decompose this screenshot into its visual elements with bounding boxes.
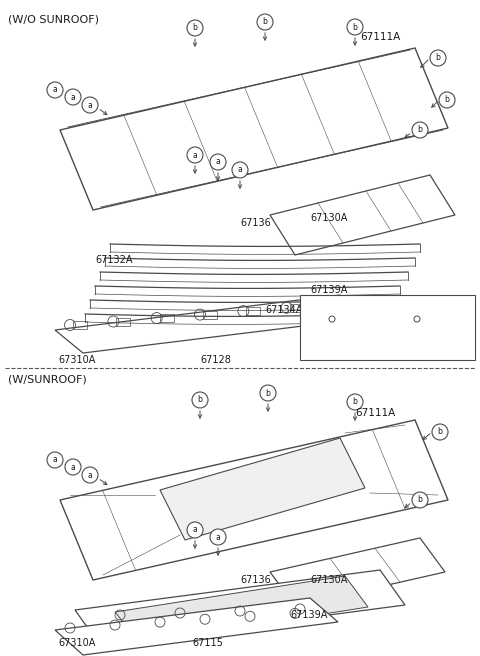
Text: 67130A: 67130A	[310, 213, 348, 223]
Text: 67130A: 67130A	[310, 575, 348, 585]
Text: 67136: 67136	[240, 575, 271, 585]
Bar	[160, 314, 174, 322]
Text: b: b	[403, 302, 408, 312]
Text: b: b	[192, 24, 197, 33]
Text: a: a	[192, 525, 197, 535]
Circle shape	[432, 424, 448, 440]
Text: 67113A: 67113A	[330, 303, 367, 313]
Text: a: a	[192, 150, 197, 159]
Text: b: b	[198, 396, 203, 405]
Bar	[203, 310, 217, 319]
Circle shape	[347, 19, 363, 35]
Text: 67139A: 67139A	[290, 610, 327, 620]
Circle shape	[65, 89, 81, 105]
Bar	[116, 318, 131, 325]
Circle shape	[82, 97, 98, 113]
Text: a: a	[238, 165, 242, 174]
Circle shape	[260, 385, 276, 401]
Circle shape	[414, 316, 420, 322]
Text: b: b	[418, 495, 422, 504]
Circle shape	[47, 82, 63, 98]
Text: b: b	[353, 22, 358, 31]
Circle shape	[310, 299, 326, 315]
Polygon shape	[55, 598, 338, 655]
Polygon shape	[160, 438, 365, 540]
Text: 67136: 67136	[240, 218, 271, 228]
Circle shape	[439, 92, 455, 108]
Text: b: b	[353, 398, 358, 407]
Circle shape	[82, 467, 98, 483]
Text: b: b	[418, 125, 422, 134]
Text: a: a	[71, 92, 75, 102]
Polygon shape	[312, 333, 350, 347]
Text: a: a	[53, 455, 58, 464]
Polygon shape	[55, 295, 368, 353]
FancyBboxPatch shape	[300, 295, 475, 360]
Circle shape	[329, 316, 335, 322]
Text: 67111A: 67111A	[360, 32, 400, 42]
Text: b: b	[444, 96, 449, 104]
Polygon shape	[60, 48, 448, 210]
Text: a: a	[216, 157, 220, 167]
Text: 67111A: 67111A	[355, 408, 395, 418]
Bar	[246, 307, 260, 315]
Circle shape	[187, 522, 203, 538]
Circle shape	[232, 162, 248, 178]
Circle shape	[412, 492, 428, 508]
Text: (W/O SUNROOF): (W/O SUNROOF)	[8, 14, 99, 24]
Text: (W/SUNROOF): (W/SUNROOF)	[8, 374, 87, 384]
Circle shape	[257, 14, 273, 30]
Text: 67128: 67128	[200, 355, 231, 365]
Text: 67117A: 67117A	[417, 303, 455, 313]
Text: 67310A: 67310A	[58, 638, 96, 648]
Circle shape	[412, 122, 428, 138]
Circle shape	[430, 50, 446, 66]
Text: b: b	[435, 54, 441, 62]
Text: a: a	[216, 533, 220, 541]
Text: 67310A: 67310A	[58, 355, 96, 365]
Circle shape	[65, 459, 81, 475]
Polygon shape	[270, 175, 455, 255]
Circle shape	[192, 392, 208, 408]
Polygon shape	[60, 420, 448, 580]
Circle shape	[397, 299, 413, 315]
Circle shape	[47, 452, 63, 468]
Bar	[73, 321, 87, 329]
Text: a: a	[71, 462, 75, 472]
Polygon shape	[75, 570, 405, 645]
Text: 67115: 67115	[192, 638, 223, 648]
Text: b: b	[265, 388, 270, 398]
Text: a: a	[88, 470, 92, 480]
Polygon shape	[270, 538, 445, 606]
Polygon shape	[397, 333, 435, 347]
Text: a: a	[88, 100, 92, 110]
Text: 67132A: 67132A	[95, 255, 132, 265]
Text: a: a	[53, 85, 58, 94]
Circle shape	[210, 529, 226, 545]
Text: b: b	[263, 18, 267, 26]
Text: 67134A: 67134A	[265, 305, 302, 315]
Circle shape	[210, 154, 226, 170]
Polygon shape	[115, 576, 368, 643]
Text: a: a	[316, 302, 320, 312]
Text: b: b	[438, 428, 443, 436]
Circle shape	[347, 394, 363, 410]
Bar	[289, 304, 304, 312]
Circle shape	[187, 20, 203, 36]
Circle shape	[187, 147, 203, 163]
Text: 67139A: 67139A	[310, 285, 348, 295]
